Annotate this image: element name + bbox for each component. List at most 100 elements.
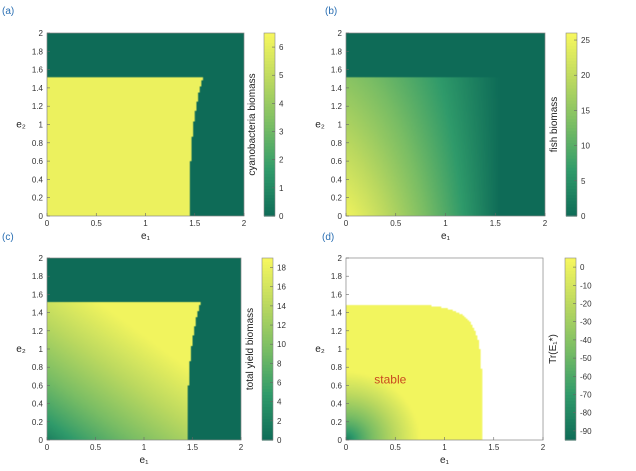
colorbar-segment — [565, 364, 576, 368]
colorbar-tick-label: -80 — [580, 409, 592, 418]
colorbar-segment — [566, 42, 577, 46]
colorbar-segment — [566, 48, 577, 52]
colorbar-segment — [565, 276, 576, 280]
colorbar-segment — [566, 97, 577, 101]
colorbar-segment — [565, 282, 576, 286]
y-axis-label: e₂ — [16, 120, 26, 131]
colorbar-segment — [264, 139, 275, 144]
colorbar-label: total yield biomass — [245, 308, 256, 390]
colorbar-segment — [566, 151, 577, 156]
colorbar-segment — [264, 136, 275, 141]
colorbar-segment — [565, 339, 576, 344]
colorbar-segment — [264, 51, 275, 55]
colorbar-segment — [262, 370, 273, 374]
colorbar-segment — [566, 179, 577, 184]
colorbar-tick-label: -90 — [580, 427, 592, 436]
colorbar-segment — [566, 69, 577, 74]
panel-label: (c) — [2, 232, 14, 243]
colorbar-segment — [262, 367, 273, 371]
colorbar-segment — [264, 203, 275, 208]
colorbar-segment — [565, 318, 576, 323]
colorbar-segment — [264, 109, 275, 113]
y-tick-label: 1.8 — [331, 272, 343, 281]
colorbar-segment — [264, 176, 275, 180]
colorbar-segment — [262, 258, 273, 262]
y-tick-label: 2 — [338, 29, 343, 38]
panel-b: 0 0.5 1 1.5 200.20.40.60.811.21.41.61.82e₁e₂… — [315, 6, 590, 242]
x-tick-label: 1 — [143, 219, 148, 228]
y-tick-label: 1.2 — [331, 327, 343, 336]
colorbar-tick-label: 2 — [279, 156, 284, 165]
heatmap-image — [346, 258, 543, 440]
x-tick-label: 0 — [344, 443, 349, 452]
colorbar-segment — [262, 421, 273, 426]
colorbar-tick-label: 25 — [581, 36, 590, 45]
colorbar-segment — [566, 72, 577, 77]
colorbar-segment — [262, 345, 273, 350]
colorbar-segment — [565, 279, 576, 283]
colorbar-tick-label: 10 — [277, 340, 286, 349]
colorbar-segment — [566, 115, 577, 119]
colorbar-tick-label: -10 — [580, 281, 592, 290]
colorbar-frame — [263, 32, 276, 217]
y-tick-label: 0 — [39, 212, 44, 221]
colorbar-segment — [262, 436, 273, 441]
colorbar-segment — [565, 297, 576, 302]
colorbar-segment — [566, 45, 577, 49]
colorbar-segment — [264, 39, 275, 43]
colorbar-segment — [566, 170, 577, 174]
colorbar-segment — [264, 78, 275, 83]
colorbar-segment — [262, 364, 273, 368]
colorbar-segment — [262, 333, 273, 338]
colorbar-tick-label: 15 — [581, 106, 590, 115]
colorbar-segment — [565, 406, 576, 411]
colorbar-frame — [565, 32, 578, 217]
colorbar-segment — [262, 391, 273, 396]
colorbar-segment — [566, 130, 577, 135]
colorbar-segment — [565, 424, 576, 429]
colorbar-segment — [565, 388, 576, 393]
colorbar-segment — [565, 315, 576, 320]
colorbar-segment — [566, 161, 577, 165]
colorbar-segment — [264, 148, 275, 153]
colorbar-label: fish biomass — [549, 97, 560, 153]
x-tick-label: 0 — [45, 443, 50, 452]
panel-d: 0 0.5 1 1.5 2 0 0.2 0.4 0.6 0.8 1 1.2 1.4 1.6 1.8 2 e₁ e₂… — [315, 232, 592, 466]
y-tick-label: 1.8 — [32, 272, 44, 281]
colorbar-segment — [566, 81, 577, 86]
colorbar-segment — [565, 261, 576, 265]
colorbar-segment — [262, 424, 273, 429]
y-tick-label: 0.6 — [32, 381, 44, 390]
heatmap-image — [47, 258, 241, 440]
colorbar-segment — [566, 33, 577, 37]
y-axis-label: e₂ — [315, 344, 325, 355]
colorbar-segment — [262, 279, 273, 283]
colorbar-segment — [262, 309, 273, 314]
colorbar-segment — [264, 63, 275, 68]
y-tick-label: 0.8 — [331, 363, 343, 372]
colorbar-segment — [565, 394, 576, 399]
colorbar-segment — [264, 145, 275, 150]
colorbar-segment — [262, 415, 273, 420]
colorbar-segment — [262, 427, 273, 432]
colorbar-segment — [262, 349, 273, 353]
colorbar-tick-label: -50 — [580, 354, 592, 363]
colorbar-segment — [566, 75, 577, 80]
colorbar-segment — [262, 303, 273, 308]
colorbar-segment — [565, 309, 576, 314]
colorbar-segment — [565, 267, 576, 271]
colorbar-segment — [565, 361, 576, 365]
colorbar-segment — [565, 436, 576, 441]
colorbar-segment — [566, 136, 577, 141]
colorbar-segment — [565, 373, 576, 377]
colorbar-tick-label: 18 — [277, 264, 286, 273]
panel-a: 0 0.5 1 1.5 2 0 0.2 0.4 0.6 0.8 1 1.2 1.4 1.6 1.8 2 e₁ e₂… — [2, 6, 284, 242]
colorbar-segment — [264, 69, 275, 74]
colorbar-segment — [565, 391, 576, 396]
x-axis-label: e₁ — [140, 455, 150, 466]
y-tick-label: 1.2 — [32, 327, 44, 336]
colorbar-segment — [262, 267, 273, 271]
colorbar-segment — [264, 124, 275, 129]
colorbar-segment — [565, 409, 576, 414]
